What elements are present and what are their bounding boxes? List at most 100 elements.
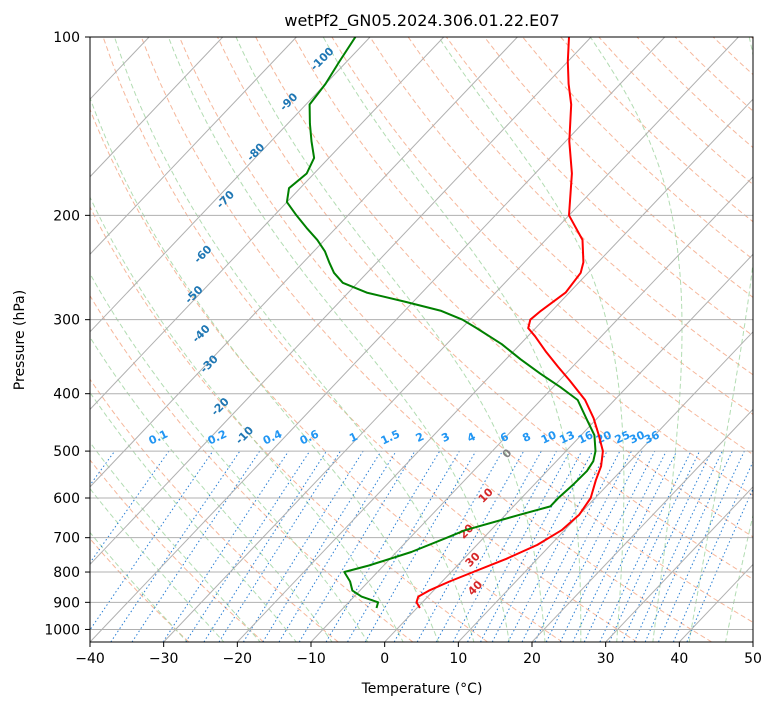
y-tick-label: 800: [53, 565, 80, 581]
x-tick-label: 20: [523, 651, 541, 667]
mixing-ratio-line: [686, 487, 753, 642]
moist-adiabat: [438, 37, 625, 642]
dewpoint-line: [285, 37, 597, 609]
y-axis: 100 200 300 400 500 600 700 800 900 1000: [44, 30, 90, 638]
x-tick-label: 0: [380, 651, 389, 667]
moist-adiabat: [90, 336, 333, 642]
moist-adiabat: [235, 37, 546, 642]
x-tick-label: 40: [670, 651, 688, 667]
dry-adiabat: [140, 37, 712, 642]
isotherm-line: [90, 37, 445, 411]
mixing-ratio-line: [435, 450, 542, 642]
moist-adiabat: [90, 96, 440, 642]
x-tick-label: −30: [149, 651, 179, 667]
dry-adiabat: [90, 108, 563, 642]
mixing-ratio-line: [480, 450, 583, 642]
mixing-ratio-line: [658, 450, 745, 642]
mixing-ratio-line: [559, 450, 656, 642]
chart-title: wetPf2_GN05.2024.306.01.22.E07: [284, 11, 559, 31]
y-tick-label: 500: [53, 444, 80, 460]
mixing-ratio-line: [90, 450, 170, 564]
mixing-ratio-line: [572, 450, 667, 642]
mixing-ratio-label: 10: [539, 428, 559, 446]
mixing-ratio-line: [298, 450, 416, 642]
mixing-ratio-label: 36: [642, 428, 662, 446]
isotherm-line: [90, 37, 592, 566]
dry-adiabat: [90, 537, 190, 642]
mixing-ratio-line: [672, 460, 753, 642]
dry-adiabat: [484, 37, 753, 298]
x-tick-label: −40: [75, 651, 105, 667]
dry-adiabat: [90, 205, 488, 642]
moist-adiabat: [589, 37, 683, 642]
plot-frame: [89, 36, 754, 643]
moist-adiabat: [90, 531, 188, 642]
y-tick-label: 400: [53, 387, 80, 403]
x-tick-label: 50: [744, 651, 762, 667]
x-tick-label: −10: [296, 651, 326, 667]
y-tick-label: 900: [53, 595, 80, 611]
dry-adiabat: [293, 37, 753, 496]
mixing-ratio-label: 20: [594, 428, 614, 446]
moist-adiabat: [90, 391, 297, 642]
moist-adiabat: [688, 37, 753, 642]
dry-adiabat: [178, 37, 753, 623]
moist-adiabat: [90, 196, 404, 642]
mixing-ratio-line: [110, 450, 241, 642]
y-tick-label: 300: [53, 313, 80, 329]
isotherm-line: [384, 253, 753, 642]
isotherm-line: [310, 176, 753, 642]
isotherm-line: [90, 37, 518, 488]
mixing-ratio-line: [262, 450, 382, 642]
dry-adiabat: [217, 37, 753, 580]
moist-adiabat: [725, 513, 753, 642]
temperature-line: [415, 37, 604, 609]
moist-adiabat: [167, 37, 510, 642]
mixing-ratio-line: [278, 450, 397, 642]
mixing-ratio-line: [545, 450, 643, 642]
x-tick-label: −20: [223, 651, 253, 667]
isotherm-line: [457, 331, 753, 642]
dry-adiabat: [369, 37, 753, 415]
mixing-ratio-label: 25: [613, 428, 632, 446]
mixing-ratio-line: [162, 450, 290, 642]
isotherm-line: [236, 98, 753, 642]
isotherm-line: [90, 37, 297, 256]
y-tick-label: 700: [53, 531, 80, 547]
mixing-ratio-label: 13: [557, 428, 576, 446]
profile-series: [285, 37, 604, 609]
moist-adiabat: [90, 487, 225, 642]
y-tick-label: 100: [53, 30, 80, 46]
mixing-ratio-line: [185, 450, 311, 642]
dry-adiabat: [102, 37, 638, 642]
background-lines: [90, 37, 753, 642]
isotherm-line: [605, 486, 753, 642]
isotherm-line: [90, 37, 371, 333]
isotherm-line: [90, 37, 224, 178]
x-axis: −40 −30 −20 −10 0 10 20 30 40 50: [75, 642, 762, 667]
x-tick-label: 30: [597, 651, 615, 667]
isotherm-line: [531, 408, 753, 642]
x-tick-label: 10: [449, 651, 467, 667]
isotherm-line: [163, 37, 739, 642]
pressure-grid: [90, 37, 753, 630]
mixing-ratio-line: [90, 450, 214, 631]
mixing-ratio-line: [416, 450, 525, 642]
mixing-ratio-line: [218, 450, 341, 642]
mixing-ratio-label: 16: [576, 428, 596, 446]
y-tick-label: 1000: [44, 622, 80, 638]
moist-adiabat: [114, 37, 475, 642]
moist-adiabat: [322, 37, 582, 642]
mixing-ratio-line: [203, 450, 327, 642]
y-tick-label: 200: [53, 208, 80, 224]
mixing-ratio-line: [393, 450, 503, 642]
y-tick-label: 600: [53, 491, 80, 507]
dry-adiabat: [407, 37, 753, 376]
x-axis-label: Temperature (°C): [361, 681, 483, 697]
y-axis-label: Pressure (hPa): [12, 290, 28, 390]
mixing-ratio-line: [467, 450, 571, 642]
dry-adiabat: [90, 459, 264, 642]
mixing-ratio-label: 30: [627, 428, 647, 446]
mixing-ratio-line: [534, 450, 632, 642]
